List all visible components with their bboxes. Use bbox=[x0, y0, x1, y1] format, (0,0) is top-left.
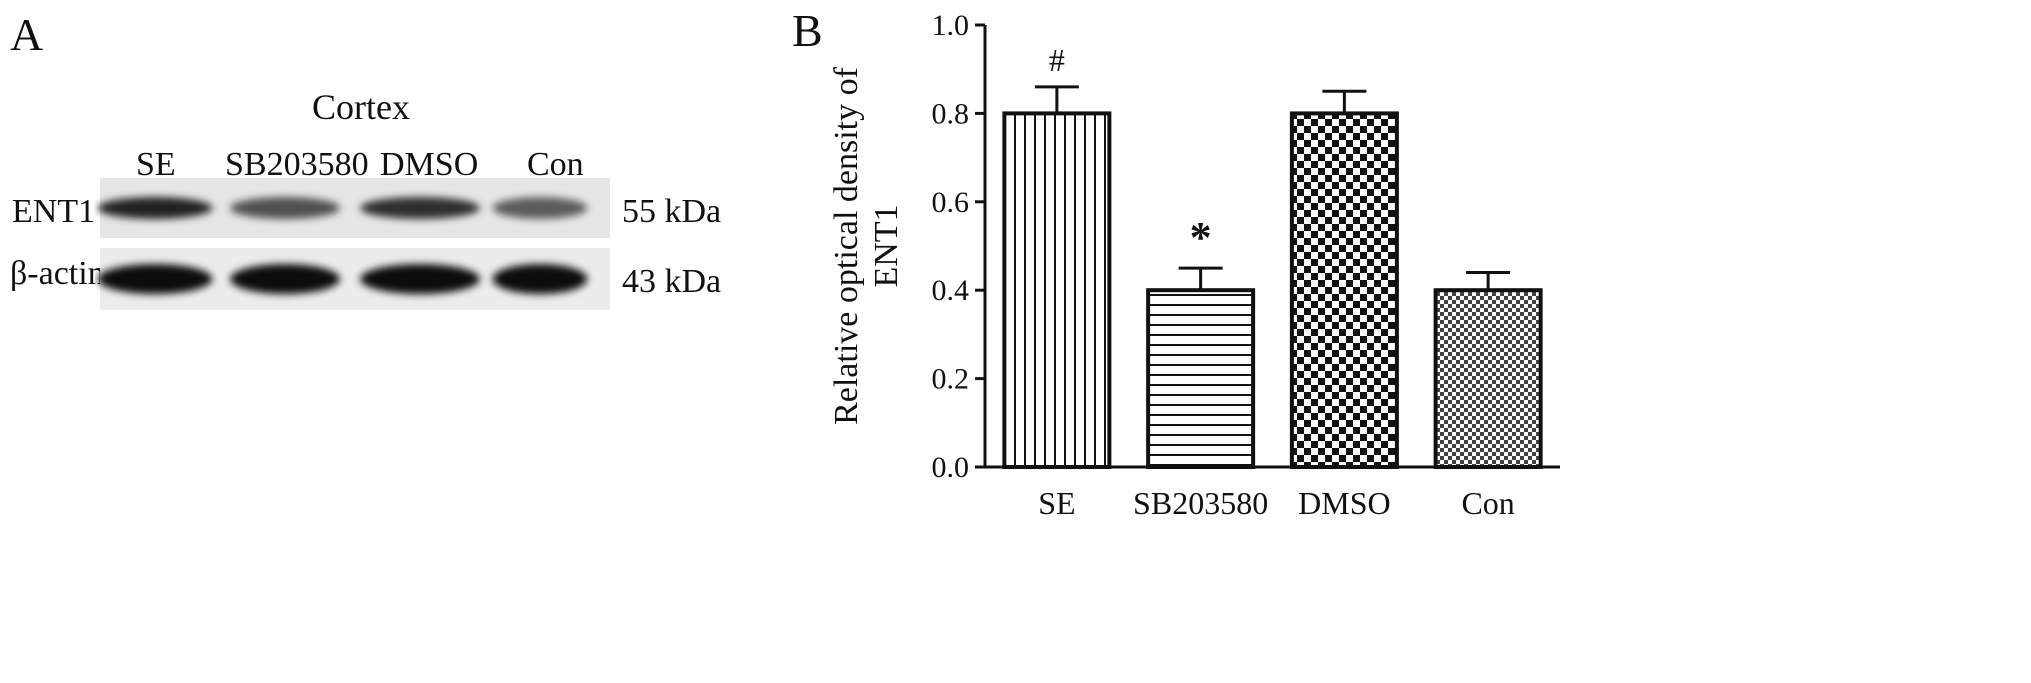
blot-band-actin-con bbox=[492, 264, 588, 294]
blot-band-ent1-se bbox=[97, 197, 213, 219]
y-axis-label: Relative optical density ofENT1 bbox=[828, 66, 905, 425]
lane-label-con: Con bbox=[527, 146, 584, 183]
y-tick-label: 0.2 bbox=[932, 363, 970, 396]
western-blot bbox=[97, 178, 610, 310]
y-axis-label-line: Relative optical density of bbox=[828, 66, 865, 425]
significance-marker-se: # bbox=[1049, 42, 1065, 78]
size-label-55kda: 55 kDa bbox=[622, 193, 722, 230]
y-tick-label: 0.4 bbox=[932, 274, 970, 307]
size-label-43kda: 43 kDa bbox=[622, 263, 722, 300]
x-tick-label-dmso: DMSO bbox=[1298, 485, 1390, 521]
y-tick-label: 0.8 bbox=[932, 97, 970, 130]
protein-label-beta-actin: β-actin bbox=[10, 255, 105, 292]
protein-label-ent1: ENT1 bbox=[12, 193, 96, 230]
y-axis-label-line: ENT1 bbox=[868, 204, 905, 287]
bar-se bbox=[1002, 111, 1112, 470]
blot-band-ent1-dmso bbox=[360, 197, 480, 219]
lane-label-se: SE bbox=[136, 146, 176, 183]
bar-con bbox=[1433, 288, 1543, 470]
lane-label-sb203580: SB203580 bbox=[225, 146, 369, 183]
y-tick-label: 0.6 bbox=[932, 186, 970, 219]
lane-label-dmso: DMSO bbox=[380, 146, 479, 183]
x-tick-label-con: Con bbox=[1461, 485, 1514, 521]
x-tick-label-sb203580: SB203580 bbox=[1133, 485, 1268, 521]
bar-sb203580 bbox=[1146, 288, 1256, 470]
panel-a-label: A bbox=[10, 9, 44, 60]
blot-band-actin-se bbox=[97, 264, 213, 294]
blot-title: Cortex bbox=[312, 87, 410, 127]
bar-chart: 0.0 0.2 0.4 0.6 0.8 1.0 SE # SB203580 * DMSO Con Rel… bbox=[828, 9, 1560, 521]
panel-b-label: B bbox=[792, 5, 823, 56]
y-tick-label: 1.0 bbox=[932, 9, 970, 42]
blot-band-actin-dmso bbox=[360, 264, 480, 294]
y-tick-label: 0.0 bbox=[932, 451, 970, 484]
blot-band-ent1-sb203580 bbox=[230, 197, 340, 219]
x-tick-label-se: SE bbox=[1038, 485, 1075, 521]
significance-marker-sb203580: * bbox=[1190, 213, 1212, 262]
blot-band-actin-sb203580 bbox=[230, 264, 340, 294]
bar-dmso bbox=[1289, 111, 1399, 470]
blot-band-ent1-con bbox=[492, 197, 588, 219]
